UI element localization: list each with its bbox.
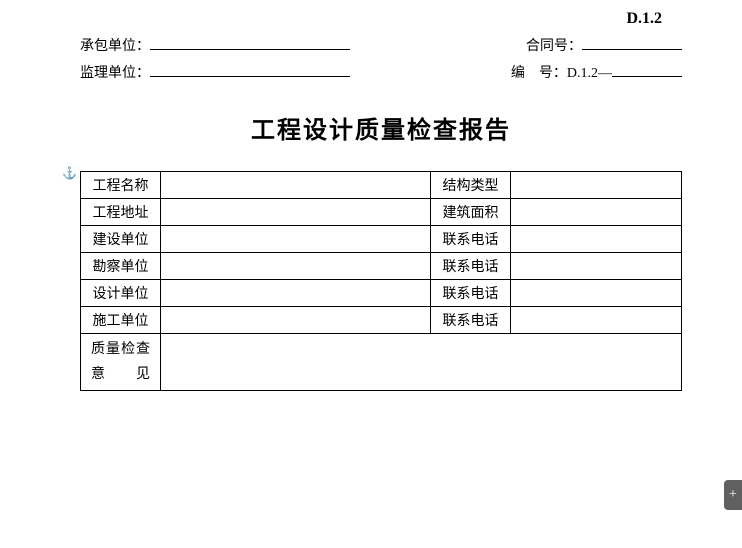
row-label-1: 建设单位 xyxy=(81,226,161,253)
serial-field: 编 号： D.1.2— xyxy=(511,61,682,82)
row-value-2 xyxy=(511,307,682,334)
opinion-char: 质 xyxy=(91,337,105,362)
row-value-2 xyxy=(511,172,682,199)
row-label-1: 设计单位 xyxy=(81,280,161,307)
opinion-value-cell xyxy=(161,334,682,391)
row-value-2 xyxy=(511,253,682,280)
serial-label: 编 号： xyxy=(511,62,567,82)
contract-no-value xyxy=(582,34,682,50)
row-label-1: 勘察单位 xyxy=(81,253,161,280)
row-value-1 xyxy=(161,226,431,253)
header-row-2: 监理单位： 编 号： D.1.2— xyxy=(80,61,682,82)
row-label-1: 工程名称 xyxy=(81,172,161,199)
row-value-1 xyxy=(161,172,431,199)
contract-no-field: 合同号： xyxy=(526,34,682,55)
row-label-2: 联系电话 xyxy=(431,226,511,253)
row-value-2 xyxy=(511,280,682,307)
row-label-2: 结构类型 xyxy=(431,172,511,199)
contractor-value xyxy=(150,34,350,50)
opinion-label: 质 量 检 查 意 见 xyxy=(87,337,154,387)
opinion-char: 量 xyxy=(106,337,120,362)
contract-no-label: 合同号： xyxy=(526,35,582,55)
row-label-2: 联系电话 xyxy=(431,253,511,280)
row-label-1: 工程地址 xyxy=(81,199,161,226)
table-row: 建设单位 联系电话 xyxy=(81,226,682,253)
anchor-icon: ⚓ xyxy=(62,166,77,181)
page-container: D.1.2 承包单位： 合同号： 监理单位： 编 号： D.1.2— 工程设计质… xyxy=(0,0,742,391)
table-row: 工程名称 结构类型 xyxy=(81,172,682,199)
supervisor-label: 监理单位： xyxy=(80,62,150,82)
row-value-1 xyxy=(161,307,431,334)
row-value-1 xyxy=(161,199,431,226)
row-value-1 xyxy=(161,280,431,307)
plus-icon: + xyxy=(729,487,737,503)
header-row-1: 承包单位： 合同号： xyxy=(80,34,682,55)
opinion-row: 质 量 检 查 意 见 xyxy=(81,334,682,391)
row-label-2: 联系电话 xyxy=(431,280,511,307)
row-label-1: 施工单位 xyxy=(81,307,161,334)
serial-value xyxy=(612,61,682,77)
opinion-char: 检 xyxy=(121,337,135,362)
document-title: 工程设计质量检查报告 xyxy=(80,110,682,145)
table-row: 设计单位 联系电话 xyxy=(81,280,682,307)
row-label-2: 建筑面积 xyxy=(431,199,511,226)
row-value-2 xyxy=(511,199,682,226)
opinion-label-cell: 质 量 检 查 意 见 xyxy=(81,334,161,391)
table-body: 工程名称 结构类型 工程地址 建筑面积 建设单位 联系电话 勘察单位 联系电话 xyxy=(81,172,682,391)
row-label-2: 联系电话 xyxy=(431,307,511,334)
opinion-char: 见 xyxy=(136,362,150,387)
contractor-label: 承包单位： xyxy=(80,35,150,55)
table-row: 施工单位 联系电话 xyxy=(81,307,682,334)
supervisor-value xyxy=(150,61,350,77)
table-row: 勘察单位 联系电话 xyxy=(81,253,682,280)
row-value-2 xyxy=(511,226,682,253)
row-value-1 xyxy=(161,253,431,280)
table-row: 工程地址 建筑面积 xyxy=(81,199,682,226)
opinion-char: 查 xyxy=(136,337,150,362)
opinion-label-line1: 质 量 检 查 xyxy=(87,337,154,362)
supervisor-field: 监理单位： xyxy=(80,61,350,82)
serial-prefix: D.1.2— xyxy=(567,66,612,82)
form-table: 工程名称 结构类型 工程地址 建筑面积 建设单位 联系电话 勘察单位 联系电话 xyxy=(80,171,682,391)
opinion-label-line2: 意 见 xyxy=(87,362,154,387)
document-number: D.1.2 xyxy=(80,10,682,28)
opinion-char: 意 xyxy=(91,362,105,387)
side-expand-widget[interactable]: + xyxy=(724,480,742,510)
contractor-field: 承包单位： xyxy=(80,34,350,55)
